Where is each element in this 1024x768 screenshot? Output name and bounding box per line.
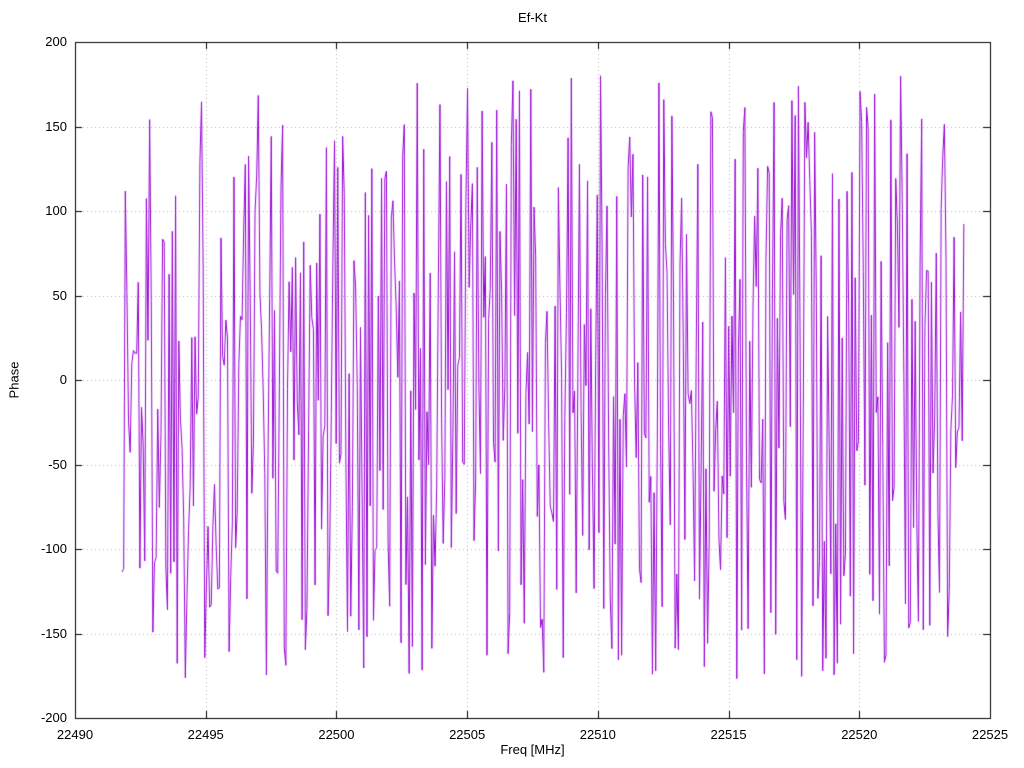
y-tick-label: 200 bbox=[45, 34, 67, 49]
x-tick-label: 22525 bbox=[971, 727, 1009, 742]
y-tick-label: -200 bbox=[40, 710, 67, 725]
x-tick-label: 22490 bbox=[56, 727, 94, 742]
chart-title: Ef-Kt bbox=[518, 10, 547, 25]
x-tick-label: 22500 bbox=[318, 727, 355, 742]
y-tick-label: 50 bbox=[52, 287, 67, 303]
x-tick-label: 22520 bbox=[841, 727, 878, 742]
y-tick-label: -150 bbox=[40, 625, 67, 641]
x-tick-label: 22510 bbox=[579, 727, 616, 742]
y-tick-label: 0 bbox=[59, 372, 67, 387]
y-tick-label: 150 bbox=[45, 118, 67, 134]
x-tick-label: 22495 bbox=[187, 727, 224, 742]
x-axis-label: Freq [MHz] bbox=[500, 742, 565, 757]
x-tick-label: 22515 bbox=[710, 727, 747, 742]
y-tick-label: -50 bbox=[48, 456, 67, 472]
x-tick-label: 22505 bbox=[449, 727, 486, 742]
y-tick-label: -100 bbox=[40, 541, 67, 556]
y-tick-label: 100 bbox=[45, 203, 67, 218]
